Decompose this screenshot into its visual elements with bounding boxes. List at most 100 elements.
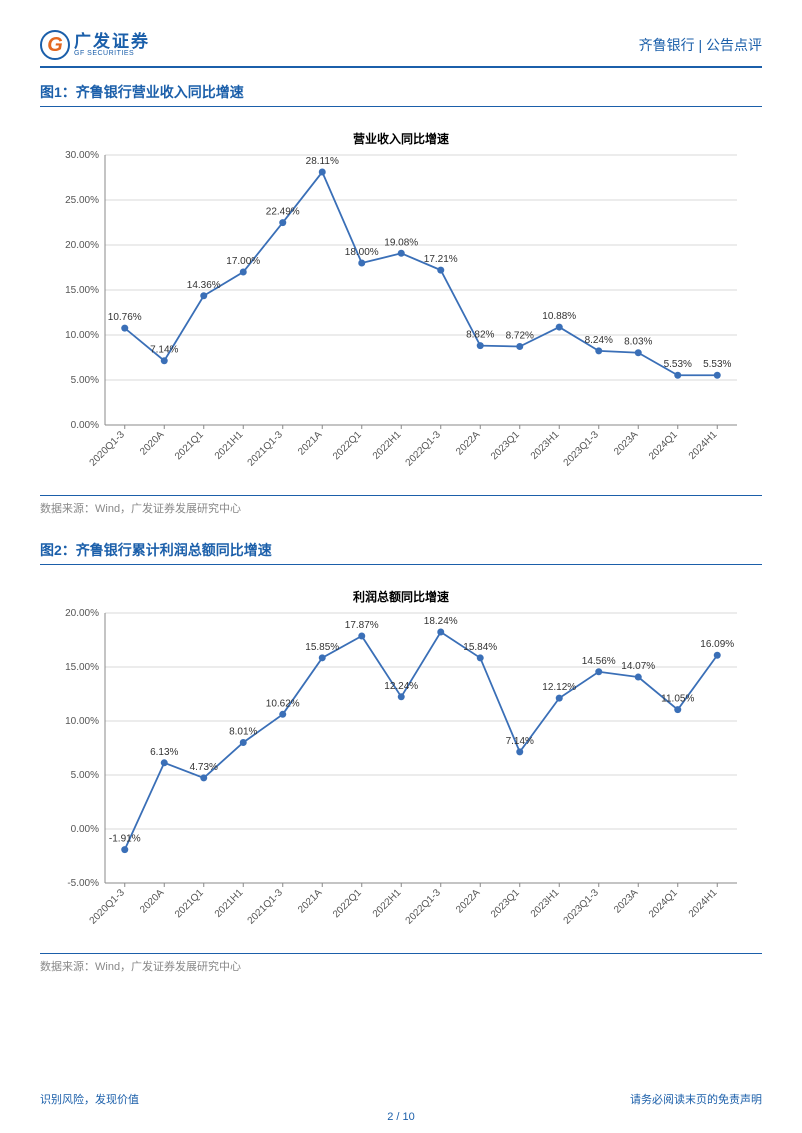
svg-text:12.12%: 12.12%	[542, 682, 576, 693]
svg-text:20.00%: 20.00%	[65, 608, 99, 619]
svg-text:2021H1: 2021H1	[213, 429, 246, 462]
svg-text:18.24%: 18.24%	[424, 616, 458, 627]
figure-title-row: 图1：齐鲁银行营业收入同比增速	[40, 82, 762, 107]
svg-text:14.36%: 14.36%	[187, 280, 221, 291]
svg-text:2022H1: 2022H1	[371, 429, 404, 462]
svg-text:5.00%: 5.00%	[71, 770, 99, 781]
svg-text:8.01%: 8.01%	[229, 726, 257, 737]
profit-growth-chart: 利润总额同比增速 -5.00% 0.00% 5.00% 10.00% 15.00% 20.0…	[50, 583, 752, 953]
svg-text:15.00%: 15.00%	[65, 662, 99, 673]
header-right: 齐鲁银行 | 公告点评	[639, 35, 762, 55]
svg-text:2020Q1-3: 2020Q1-3	[88, 429, 128, 469]
svg-text:2020A: 2020A	[138, 887, 166, 915]
figure-1-title: 图1：齐鲁银行营业收入同比增速	[40, 84, 244, 100]
svg-text:17.00%: 17.00%	[226, 256, 260, 267]
svg-text:5.53%: 5.53%	[664, 359, 692, 370]
svg-text:8.24%: 8.24%	[585, 335, 613, 346]
svg-text:6.13%: 6.13%	[150, 747, 178, 758]
svg-text:2021Q1: 2021Q1	[173, 429, 206, 462]
svg-text:20.00%: 20.00%	[65, 240, 99, 251]
svg-text:5.00%: 5.00%	[71, 375, 99, 386]
footer-right: 请务必阅读末页的免责声明	[630, 1091, 762, 1107]
logo-letter: G	[47, 34, 63, 57]
svg-text:2022H1: 2022H1	[371, 887, 404, 920]
logo-cn: 广发证券	[74, 33, 150, 50]
svg-text:4.73%: 4.73%	[190, 762, 218, 773]
svg-text:2021A: 2021A	[296, 429, 324, 457]
revenue-growth-chart: 营业收入同比增速 0.00% 5.00% 10.00% 15.00% 20.00% 25.0…	[50, 125, 752, 495]
svg-text:15.84%: 15.84%	[463, 642, 497, 653]
svg-text:2022Q1: 2022Q1	[331, 429, 364, 462]
svg-text:2023H1: 2023H1	[529, 429, 562, 462]
svg-text:2023Q1-3: 2023Q1-3	[562, 887, 602, 927]
svg-text:12.24%: 12.24%	[384, 681, 418, 692]
svg-text:15.00%: 15.00%	[65, 285, 99, 296]
svg-text:2024Q1: 2024Q1	[647, 887, 680, 920]
svg-text:8.72%: 8.72%	[506, 331, 534, 342]
svg-text:2023H1: 2023H1	[529, 887, 562, 920]
svg-text:-1.91%: -1.91%	[109, 834, 141, 845]
svg-text:10.00%: 10.00%	[65, 716, 99, 727]
svg-text:2021H1: 2021H1	[213, 887, 246, 920]
logo-icon: G	[40, 30, 70, 60]
svg-text:营业收入同比增速: 营业收入同比增速	[353, 131, 449, 146]
svg-text:25.00%: 25.00%	[65, 195, 99, 206]
svg-text:11.05%: 11.05%	[661, 694, 694, 705]
figure-2-title: 图2：齐鲁银行累计利润总额同比增速	[40, 542, 272, 558]
svg-text:10.88%: 10.88%	[542, 311, 576, 322]
svg-text:15.85%: 15.85%	[305, 642, 339, 653]
svg-text:5.53%: 5.53%	[703, 359, 731, 370]
figure-1: 图1：齐鲁银行营业收入同比增速 营业收入同比增速 0.00% 5.00% 10.00%…	[40, 82, 762, 516]
page-header: G 广发证券 GF SECURITIES 齐鲁银行 | 公告点评	[40, 30, 762, 68]
svg-text:2022A: 2022A	[454, 429, 482, 457]
logo-en: GF SECURITIES	[74, 50, 150, 57]
svg-text:10.76%: 10.76%	[108, 312, 142, 323]
svg-text:利润总额同比增速: 利润总额同比增速	[353, 589, 449, 604]
svg-text:2023Q1: 2023Q1	[489, 429, 522, 462]
svg-text:2022Q1: 2022Q1	[331, 887, 364, 920]
svg-text:30.00%: 30.00%	[65, 150, 99, 161]
svg-text:10.00%: 10.00%	[65, 330, 99, 341]
svg-text:2021A: 2021A	[296, 887, 324, 915]
logo: G 广发证券 GF SECURITIES	[40, 30, 150, 60]
svg-text:2020A: 2020A	[138, 429, 166, 457]
svg-text:22.49%: 22.49%	[266, 207, 300, 218]
svg-text:2023Q1-3: 2023Q1-3	[562, 429, 602, 469]
footer-left: 识别风险，发现价值	[40, 1091, 139, 1107]
svg-text:2021Q1: 2021Q1	[173, 887, 206, 920]
svg-text:8.03%: 8.03%	[624, 337, 652, 348]
svg-text:0.00%: 0.00%	[71, 420, 99, 431]
svg-text:2022Q1-3: 2022Q1-3	[404, 429, 444, 469]
svg-text:2023A: 2023A	[612, 887, 640, 915]
svg-text:2023A: 2023A	[612, 429, 640, 457]
svg-text:7.14%: 7.14%	[150, 345, 178, 356]
svg-text:2020Q1-3: 2020Q1-3	[88, 887, 128, 927]
svg-text:10.62%: 10.62%	[266, 698, 300, 709]
figure-2: 图2：齐鲁银行累计利润总额同比增速 利润总额同比增速 -5.00% 0.00% 5.0…	[40, 540, 762, 974]
svg-text:28.11%: 28.11%	[306, 156, 339, 167]
svg-text:16.09%: 16.09%	[700, 639, 734, 650]
svg-text:18.00%: 18.00%	[345, 247, 379, 258]
page-number: 2 / 10	[0, 1111, 802, 1123]
svg-text:19.08%: 19.08%	[384, 237, 418, 248]
svg-text:2024Q1: 2024Q1	[647, 429, 680, 462]
svg-text:2024H1: 2024H1	[687, 887, 720, 920]
svg-text:8.82%: 8.82%	[466, 330, 494, 341]
svg-text:2024H1: 2024H1	[687, 429, 720, 462]
svg-text:-5.00%: -5.00%	[67, 878, 99, 889]
svg-text:2021Q1-3: 2021Q1-3	[246, 887, 286, 927]
chart-1-wrap: 营业收入同比增速 0.00% 5.00% 10.00% 15.00% 20.00% 25.0…	[40, 115, 762, 495]
chart-2-wrap: 利润总额同比增速 -5.00% 0.00% 5.00% 10.00% 15.00% 20.0…	[40, 573, 762, 953]
svg-text:2021Q1-3: 2021Q1-3	[246, 429, 286, 469]
svg-text:2022A: 2022A	[454, 887, 482, 915]
svg-text:7.14%: 7.14%	[506, 736, 534, 747]
svg-text:2022Q1-3: 2022Q1-3	[404, 887, 444, 927]
logo-text: 广发证券 GF SECURITIES	[74, 33, 150, 57]
page-footer: 识别风险，发现价值 请务必阅读末页的免责声明	[40, 1091, 762, 1107]
svg-text:14.07%: 14.07%	[621, 661, 655, 672]
svg-text:17.87%: 17.87%	[345, 620, 379, 631]
svg-text:17.21%: 17.21%	[424, 254, 458, 265]
svg-text:2023Q1: 2023Q1	[489, 887, 522, 920]
svg-text:0.00%: 0.00%	[71, 824, 99, 835]
svg-text:14.56%: 14.56%	[582, 656, 616, 667]
